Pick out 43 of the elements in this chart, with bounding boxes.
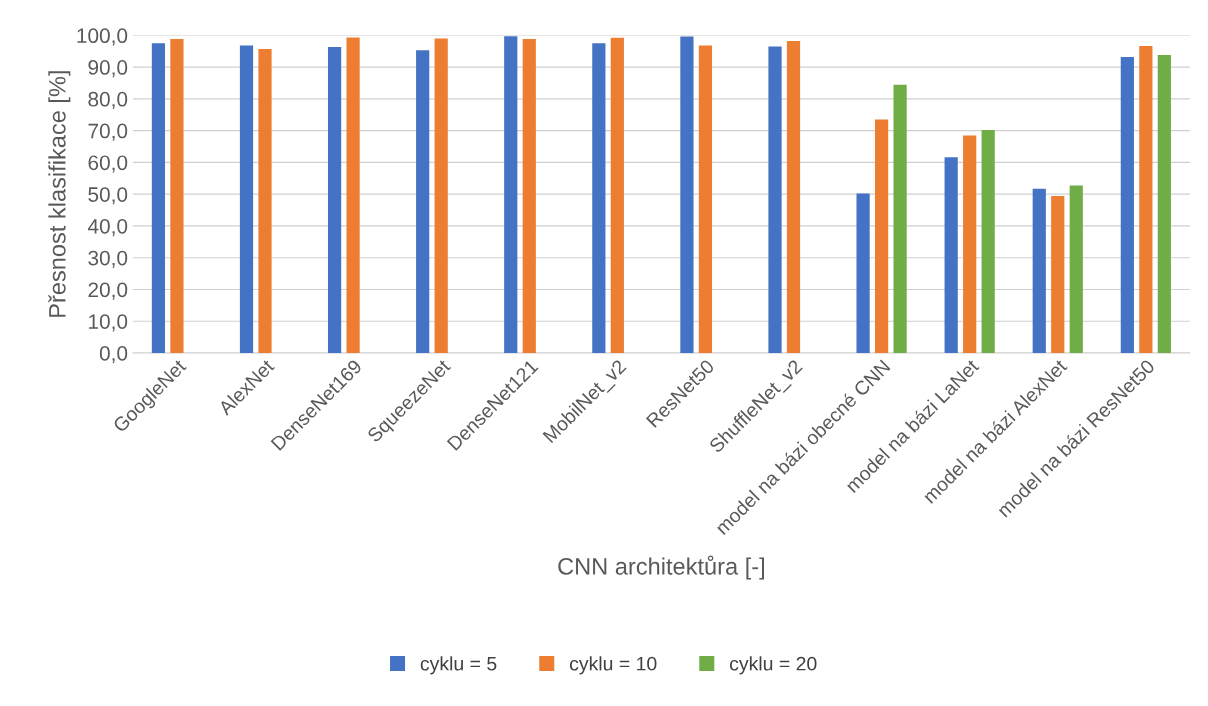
y-tick-label: 50,0 <box>88 187 128 205</box>
y-tick-label: 100,0 <box>77 28 128 46</box>
y-axis-title: Přesnost klasifikace [%] <box>48 71 71 317</box>
y-tick-label: 20,0 <box>88 282 128 300</box>
bar <box>1051 196 1065 353</box>
bar <box>786 41 801 353</box>
y-tick-label: 80,0 <box>88 91 128 110</box>
bar <box>1139 46 1153 353</box>
bar <box>504 36 518 353</box>
bar <box>680 36 694 353</box>
bar <box>346 37 360 353</box>
legend-label: cyklu = 5 <box>420 656 497 675</box>
y-tick-label: 30,0 <box>88 250 128 268</box>
bar <box>874 119 889 353</box>
bar <box>592 43 606 353</box>
bar <box>1157 55 1171 353</box>
y-tick-label: 70,0 <box>88 123 128 141</box>
bar <box>893 84 907 353</box>
bar <box>610 37 624 353</box>
bar <box>327 47 342 353</box>
y-tick-label: 90,0 <box>88 60 128 78</box>
bar <box>768 46 782 353</box>
y-tick-label: 10,0 <box>89 314 128 332</box>
bar <box>1032 188 1046 353</box>
bar <box>698 45 713 353</box>
bar <box>258 48 272 353</box>
bar <box>963 135 977 353</box>
bar <box>856 193 870 353</box>
bar <box>151 43 166 353</box>
bar <box>434 38 448 353</box>
bar <box>170 39 184 353</box>
bar <box>522 39 536 353</box>
bar <box>1120 56 1134 353</box>
bar <box>981 129 995 353</box>
bar <box>944 157 958 353</box>
legend-label: cyklu = 10 <box>569 656 657 675</box>
bar <box>239 45 254 353</box>
y-tick-label: 60,0 <box>88 155 128 173</box>
bar <box>416 50 430 353</box>
y-tick-label: 40,0 <box>87 218 128 237</box>
bar <box>1069 185 1083 353</box>
legend-label: cyklu = 20 <box>729 656 817 675</box>
x-axis-title: CNN architektůra [-] <box>558 555 765 580</box>
